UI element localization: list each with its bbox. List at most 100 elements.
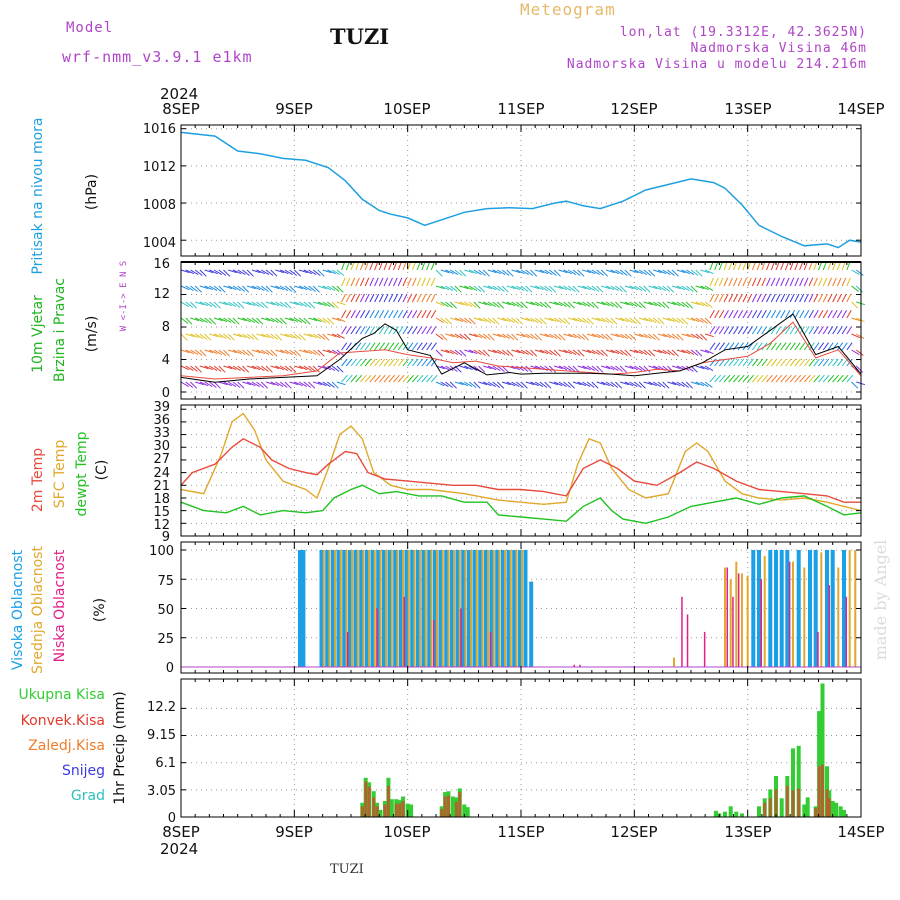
wind-arrow: [544, 285, 553, 292]
wind-arrow: [492, 349, 502, 355]
wind-arrow: [827, 293, 833, 303]
wind-arrow: [261, 333, 270, 339]
wind-arrow: [718, 277, 724, 287]
wind-arrow: [317, 381, 327, 387]
wind-arrow: [312, 365, 320, 373]
cloud-bar: [512, 550, 517, 667]
wind-arrow: [497, 285, 505, 292]
wind-arrow: [317, 333, 326, 340]
wind-arrow: [478, 317, 487, 323]
wind-arrow: [629, 333, 637, 341]
wind-arrow: [671, 349, 679, 357]
precip-legend-total: Ukupna Kisa: [18, 687, 105, 703]
wind-arrow: [601, 317, 610, 324]
wind-arrow: [185, 381, 194, 388]
wind-arrow: [586, 285, 596, 292]
wind-arrow: [246, 317, 256, 324]
wind-arrow: [430, 374, 438, 383]
cloud-bar: [455, 550, 460, 667]
wind-arrow: [605, 285, 615, 291]
wind-arrow: [700, 365, 709, 371]
cloud-bar: [779, 550, 784, 667]
wind-arrow: [610, 285, 619, 292]
wind-arrow: [322, 301, 331, 308]
precip-bar: [447, 795, 450, 817]
wind-arrow: [293, 349, 302, 357]
cloud-bar: [403, 596, 405, 667]
wind-arrow: [308, 333, 317, 339]
wind-arrow: [445, 365, 454, 372]
wind-arrow: [789, 374, 797, 383]
wind-arrow: [681, 381, 690, 388]
wind-arrow: [388, 374, 396, 383]
wind-arrow: [605, 381, 614, 388]
cloud-bar: [741, 573, 743, 667]
wind-arrow: [341, 277, 346, 287]
temp-2m-line: [180, 437, 861, 503]
wind-arrow: [610, 381, 619, 388]
wind-arrow: [322, 285, 332, 291]
cloud-bar: [848, 550, 851, 667]
wind-arrow: [784, 277, 790, 287]
wind-arrow: [378, 293, 384, 303]
wind-arrow: [544, 301, 552, 309]
cloud-bar: [328, 550, 331, 667]
cloud-bar: [729, 579, 732, 668]
wind-arrow: [261, 349, 270, 356]
wind-arrow: [364, 374, 372, 383]
wind-arrow: [327, 365, 336, 372]
wind-arrow: [799, 309, 805, 319]
wind-arrow: [260, 365, 269, 372]
wind-arrow: [336, 285, 344, 293]
temp-unit: (C): [94, 460, 110, 481]
wind-arrow: [416, 326, 423, 335]
wind-arrow: [232, 381, 241, 388]
wind-arrow: [185, 333, 195, 338]
wind-arrow: [459, 285, 469, 290]
cloud-bar: [461, 550, 466, 667]
wind-arrow: [416, 374, 424, 383]
model-label: Model: [66, 20, 114, 36]
cloud-bar: [470, 550, 473, 667]
data-layer: [180, 131, 866, 817]
wind-arrow: [652, 381, 662, 388]
grid-layer: [181, 125, 861, 817]
wind-arrow: [751, 358, 759, 367]
wind-arrow: [483, 285, 492, 290]
cloud-bar: [336, 550, 341, 667]
wind-arrow: [851, 301, 859, 309]
wind-arrow: [190, 269, 199, 276]
wind-arrow: [497, 365, 505, 372]
cloud-bar: [342, 550, 347, 667]
wind-arrow: [818, 374, 825, 383]
wind-arrow: [369, 326, 376, 335]
precip-bar: [372, 797, 376, 817]
wind-arrow: [667, 269, 675, 276]
wind-arrow: [766, 309, 772, 319]
wind-arrow: [700, 301, 709, 308]
wind-arrow: [360, 358, 367, 367]
date-labels-bottom: 8SEP 9SEP 10SEP 11SEP 12SEP 13SEP 14SEP: [162, 823, 884, 841]
precip-bar: [394, 803, 398, 817]
wind-arrow: [615, 285, 623, 292]
precip-legend-snow: Snijeg: [62, 763, 105, 779]
wind-arrow: [657, 269, 667, 275]
precip-bar: [763, 802, 767, 817]
wind-arrow: [511, 285, 521, 291]
wind-arrow: [695, 349, 703, 357]
precip-bar: [779, 798, 784, 817]
wind-arrow: [723, 277, 729, 287]
wind-arrow: [275, 381, 284, 388]
temp-tick: 9: [162, 530, 170, 545]
wind-arrow: [690, 269, 699, 276]
wind-arrow: [199, 349, 207, 357]
wind-arrow: [223, 365, 233, 370]
wind-arrow: [402, 293, 408, 303]
wind-arrow: [619, 333, 629, 340]
wind-arrow: [506, 301, 516, 307]
wind-arrow: [180, 365, 190, 371]
cloud-bar: [381, 550, 386, 667]
wind-arrow: [733, 358, 740, 367]
wind-arrow: [185, 269, 195, 275]
wind-arrow: [322, 269, 332, 274]
